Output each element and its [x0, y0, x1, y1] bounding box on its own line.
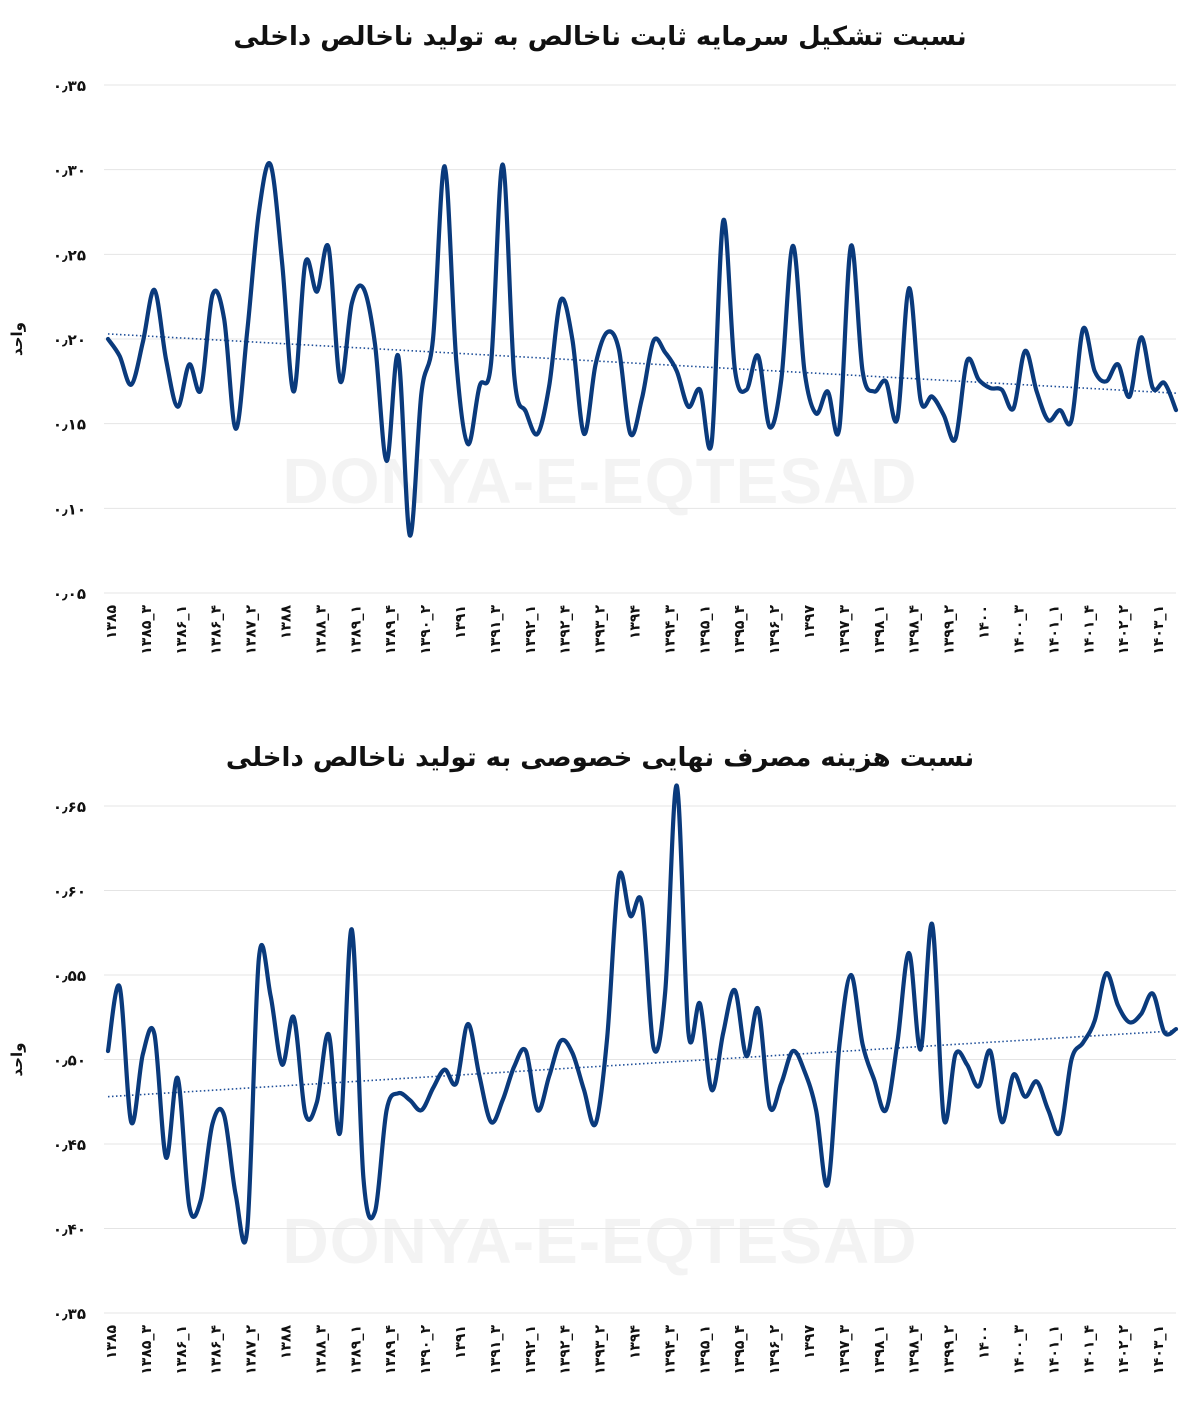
x-tick-label: ۱۳۹۴_۳ [662, 1325, 678, 1375]
x-tick-label: ۱۳۸۹_۴ [383, 1325, 399, 1375]
watermark: DONYA-E-EQTESAD [0, 1204, 1200, 1278]
x-tick-label: ۱۳۸۶_۱ [174, 1325, 190, 1375]
x-tick-label: ۱۳۸۸_۳ [313, 1325, 329, 1375]
x-tick-label: ۱۳۹۰_۲ [418, 1325, 434, 1375]
x-tick-label: ۱۴۰۱_۴ [1081, 605, 1097, 655]
x-tick-label: ۱۴۰۳_۱ [1151, 1325, 1167, 1375]
x-tick-label: ۱۳۹۳_۲ [593, 605, 609, 655]
x-tick-label: ۱۳۹۱_۳ [488, 605, 504, 655]
x-tick-label: ۱۳۹۶_۲ [767, 605, 783, 655]
x-tick-label: ۱۴۰۰ [977, 1325, 993, 1359]
x-tick-label: ۱۳۸۸_۳ [313, 605, 329, 655]
x-tick-label: ۱۳۹۱ [453, 605, 469, 639]
x-tick-label: ۱۳۹۵_۴ [732, 1325, 748, 1375]
line-chart-private-consumption: ۰٫۳۵ ۰٫۴۰ ۰٫۴۵ ۰٫۵۰ ۰٫۵۵ ۰٫۶۰ ۰٫۶۵ واحد ۱۳۸۵ ۱۳۸۵… [8, 783, 1179, 1375]
x-tick-label: ۱۳۹۶_۲ [767, 1325, 783, 1375]
x-tick-label: ۱۳۸۶_۴ [209, 1325, 225, 1375]
y-tick-label: ۰٫۳۵ [53, 1305, 86, 1323]
y-tick-label: ۰٫۴۵ [53, 1136, 86, 1154]
series-line [105, 160, 1179, 538]
x-tick-label: ۱۴۰۲_۲ [1116, 605, 1132, 655]
x-tick-label: ۱۳۸۶_۴ [209, 605, 225, 655]
chart-title: نسبت تشکیل سرمایه ثابت ناخالص به تولید ن… [233, 22, 967, 52]
y-axis-label: واحد [8, 322, 26, 356]
y-tick-label: ۰٫۵۰ [53, 1052, 86, 1070]
x-tick-label: ۱۳۸۷_۲ [244, 605, 260, 655]
y-tick-label: ۰٫۵۵ [53, 967, 86, 985]
x-tick-label: ۱۳۸۹_۱ [348, 1325, 364, 1375]
x-tick-label: ۱۳۹۸_۴ [907, 605, 923, 655]
chart-panel-private-consumption: نسبت هزینه مصرف نهایی خصوصی به تولید ناخ… [0, 705, 1200, 1410]
x-tick-label: ۱۳۹۷_۳ [837, 605, 853, 655]
x-tick-label: ۱۴۰۰_۳ [1011, 1325, 1027, 1375]
x-tick-label: ۱۳۹۱ [453, 1325, 469, 1359]
x-tick-label: ۱۳۹۴ [628, 605, 644, 640]
x-tick-label: ۱۳۸۵ [104, 1325, 120, 1360]
x-tick-label: ۱۳۹۷ [802, 605, 818, 640]
y-axis-label: واحد [8, 1043, 26, 1077]
x-tick-label: ۱۳۹۹_۲ [942, 1325, 958, 1375]
x-tick-label: ۱۳۹۰_۲ [418, 605, 434, 655]
trendline [107, 333, 1177, 394]
x-tick-label: ۱۴۰۳_۱ [1151, 605, 1167, 655]
x-tick-label: ۱۴۰۱_۱ [1046, 605, 1062, 655]
x-tick-label: ۱۳۹۵_۱ [697, 1325, 713, 1375]
y-tick-label: ۰٫۱۵ [53, 416, 86, 434]
x-tick-label: ۱۳۹۲_۱ [523, 1325, 539, 1375]
series-line [105, 783, 1179, 1245]
x-tick-label: ۱۳۹۴ [628, 1325, 644, 1360]
y-tick-label: ۰٫۴۰ [53, 1221, 86, 1239]
y-tick-label: ۰٫۶۰ [53, 883, 86, 901]
x-tick-label: ۱۴۰۲_۲ [1116, 1325, 1132, 1375]
x-tick-label: ۱۳۸۸ [279, 605, 295, 640]
x-tick-label: ۱۳۹۵_۱ [697, 605, 713, 655]
y-tick-label: ۰٫۳۵ [53, 77, 86, 95]
x-tick-label: ۱۳۹۲_۴ [558, 605, 574, 655]
x-tick-label: ۱۳۹۸_۴ [907, 1325, 923, 1375]
x-tick-label: ۱۳۸۹_۴ [383, 605, 399, 655]
trendline [107, 1029, 1177, 1098]
chart-panel-gfcf: نسبت تشکیل سرمایه ثابت ناخالص به تولید ن… [8, 22, 1179, 655]
x-tick-label: ۱۳۹۲_۴ [558, 1325, 574, 1375]
y-tick-label: ۰٫۲۵ [53, 246, 86, 264]
x-tick-label: ۱۳۹۸_۱ [872, 605, 888, 655]
chart-title: نسبت هزینه مصرف نهایی خصوصی به تولید ناخ… [225, 743, 975, 773]
y-tick-label: ۰٫۱۰ [53, 500, 86, 518]
y-tick-label: ۰٫۶۵ [53, 798, 86, 816]
x-tick-label: ۱۳۹۷_۳ [837, 1325, 853, 1375]
x-tick-label: ۱۳۸۸ [279, 1325, 295, 1360]
y-tick-label: ۰٫۲۰ [53, 331, 86, 349]
y-tick-label: ۰٫۳۰ [53, 162, 86, 180]
x-tick-label: ۱۳۸۵_۳ [139, 605, 155, 655]
y-tick-label: ۰٫۰۵ [53, 585, 86, 603]
x-tick-label: ۱۳۹۴_۳ [662, 605, 678, 655]
x-tick-label: ۱۳۹۷ [802, 1325, 818, 1360]
x-tick-label: ۱۴۰۰_۳ [1011, 605, 1027, 655]
x-tick-label: ۱۳۹۸_۱ [872, 1325, 888, 1375]
x-tick-label: ۱۳۸۹_۱ [348, 605, 364, 655]
x-tick-label: ۱۴۰۱_۱ [1046, 1325, 1062, 1375]
x-tick-label: ۱۳۸۵_۳ [139, 1325, 155, 1375]
x-tick-label: ۱۳۹۹_۲ [942, 605, 958, 655]
x-tick-label: ۱۳۸۵ [104, 605, 120, 640]
x-tick-label: ۱۴۰۰ [977, 605, 993, 639]
x-tick-label: ۱۳۸۶_۱ [174, 605, 190, 655]
x-tick-label: ۱۳۹۱_۳ [488, 1325, 504, 1375]
line-chart-gfcf: ۰٫۰۵ ۰٫۱۰ ۰٫۱۵ ۰٫۲۰ ۰٫۲۵ ۰٫۳۰ ۰٫۳۵ واحد ۱۳۸۵ ۱۳۸۵… [8, 77, 1179, 655]
x-tick-label: ۱۳۸۷_۲ [244, 1325, 260, 1375]
x-tick-label: ۱۴۰۱_۴ [1081, 1325, 1097, 1375]
x-tick-label: ۱۳۹۵_۴ [732, 605, 748, 655]
x-tick-label: ۱۳۹۲_۱ [523, 605, 539, 655]
x-tick-label: ۱۳۹۳_۲ [593, 1325, 609, 1375]
